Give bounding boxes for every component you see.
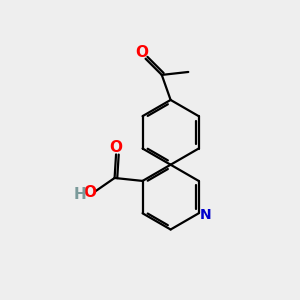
Text: O: O xyxy=(110,140,123,155)
Text: H: H xyxy=(74,187,86,202)
Text: O: O xyxy=(136,45,148,60)
Text: O: O xyxy=(84,185,97,200)
Text: N: N xyxy=(200,208,212,222)
